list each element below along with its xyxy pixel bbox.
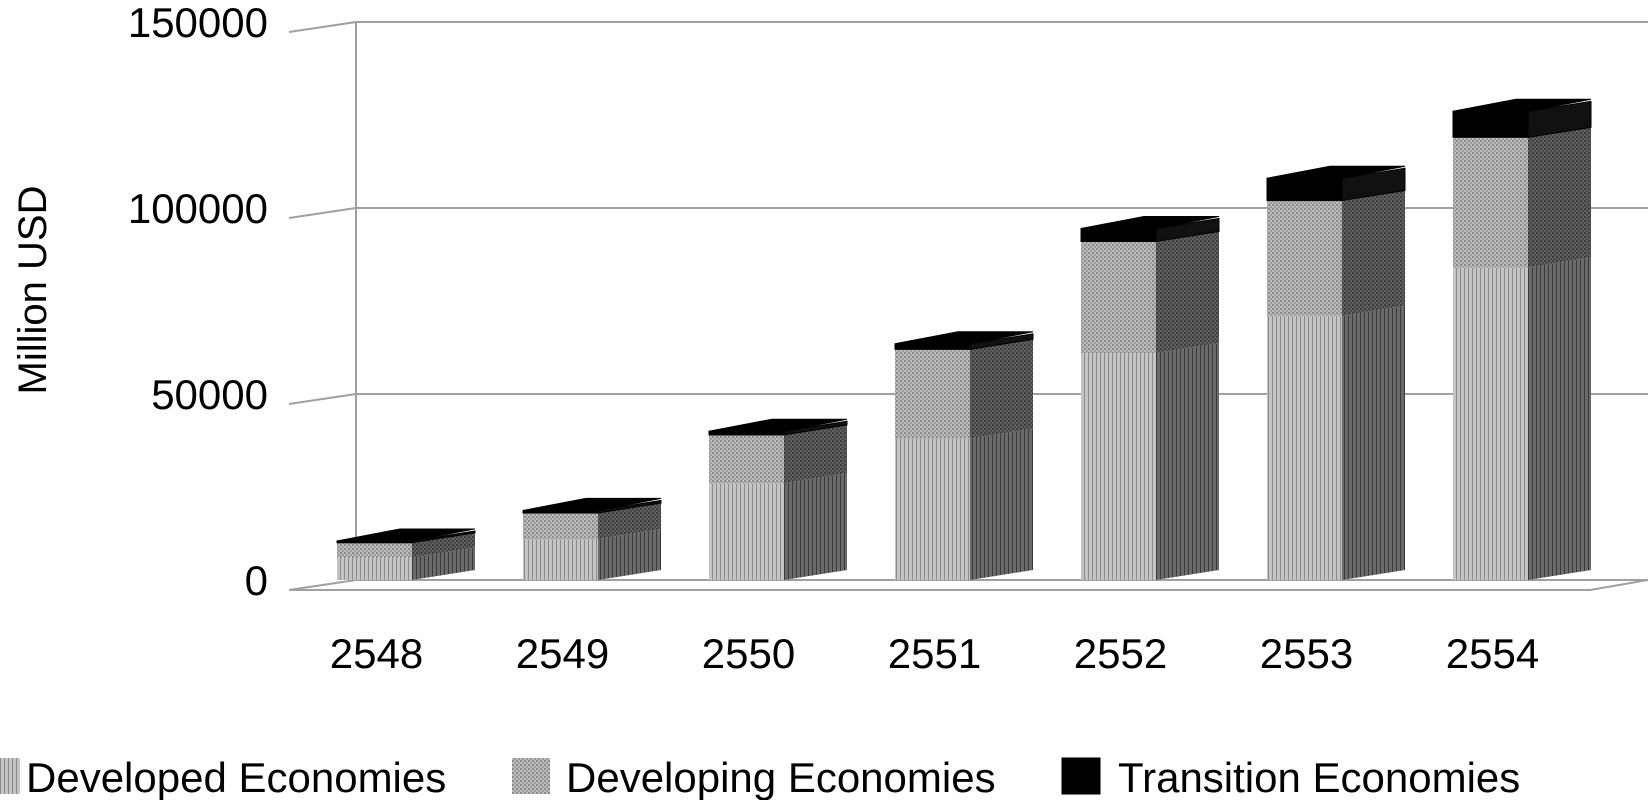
bar-top-face [1266, 165, 1406, 179]
bar-segment-side [970, 339, 1033, 439]
bars [336, 98, 1592, 580]
bar-segment-side [598, 503, 661, 540]
bar-segment-side [1341, 167, 1406, 202]
bar-segment [1267, 315, 1342, 580]
bar-segment-side [784, 424, 847, 484]
bar-segment-side [412, 532, 475, 558]
bar-segment-side [783, 420, 848, 436]
bar-segment-side [412, 547, 475, 580]
bar-segment-side [1528, 257, 1591, 580]
bar-segment-side [1342, 190, 1405, 316]
bar-segment-side [1342, 305, 1405, 580]
legend: Developed Economies Developing Economies T… [0, 754, 1520, 800]
bar-segment-side [1156, 343, 1219, 580]
x-tick-label: 2550 [702, 630, 795, 677]
bar-segment [895, 438, 970, 580]
legend-label: Developed Economies [26, 754, 446, 800]
y-tick-label: 0 [245, 557, 268, 604]
x-tick-label: 2552 [1074, 630, 1167, 677]
legend-swatch [512, 758, 550, 794]
bar-segment [1267, 200, 1342, 316]
gridline-depth [288, 393, 357, 405]
bar-segment [708, 430, 785, 436]
x-tick-label: 2551 [888, 630, 981, 677]
bar-segment-side [597, 499, 662, 514]
bar-segment-side [970, 428, 1033, 580]
y-tick-labels: 0 50000 100000 150000 [128, 0, 268, 604]
y-axis-label: Million USD [11, 186, 55, 395]
x-tick-label: 2554 [1446, 630, 1539, 677]
bar-segment [1453, 267, 1528, 580]
bar-top-face [336, 528, 476, 542]
bar-segment [1453, 137, 1528, 268]
legend-swatch [0, 758, 20, 794]
bar-segment [894, 343, 971, 350]
bar-top-face [522, 497, 662, 511]
bar-segment-side [1155, 217, 1220, 243]
bar-top-face [1452, 98, 1592, 112]
bar-top-face [708, 418, 848, 432]
x-tick-label: 2549 [516, 630, 609, 677]
legend-label: Developing Economies [566, 754, 996, 800]
gridline-depth [288, 21, 357, 33]
bar-segment-side [1528, 127, 1591, 268]
y-tick-label: 100000 [128, 185, 268, 232]
y-tick-label: 150000 [128, 0, 268, 46]
legend-label: Transition Economies [1118, 754, 1520, 800]
bar-segment [337, 542, 412, 558]
bar-segment [1081, 241, 1156, 354]
gridline-depth [288, 579, 357, 591]
bar-segment-side [411, 530, 476, 544]
bar-segment [709, 483, 784, 580]
floor-right-edge [1589, 579, 1648, 591]
y-tick-label: 50000 [151, 371, 268, 418]
bar-segment [1081, 353, 1156, 580]
legend-swatch [1061, 757, 1101, 795]
bar-segment-side [1156, 231, 1219, 354]
x-tick-labels: 2548 2549 2550 2551 2552 2553 2554 [330, 630, 1539, 677]
bar-segment-side [784, 473, 847, 580]
bar-segment-side [969, 333, 1034, 350]
bar-segment [709, 434, 784, 484]
bar-segment-side [1527, 100, 1592, 138]
x-tick-label: 2548 [330, 630, 423, 677]
bar-segment [895, 349, 970, 439]
bar-segment [1452, 110, 1529, 138]
bar-segment [1080, 227, 1157, 242]
bar-segment [523, 513, 598, 540]
bar-segment [337, 557, 412, 580]
bar-top-face [1080, 215, 1220, 229]
gridline-depth [288, 207, 357, 219]
bar-top-face [894, 331, 1034, 345]
bar-segment [1266, 177, 1343, 202]
bar-segment-side [598, 529, 661, 580]
bar-segment [523, 539, 598, 580]
x-tick-label: 2553 [1260, 630, 1353, 677]
